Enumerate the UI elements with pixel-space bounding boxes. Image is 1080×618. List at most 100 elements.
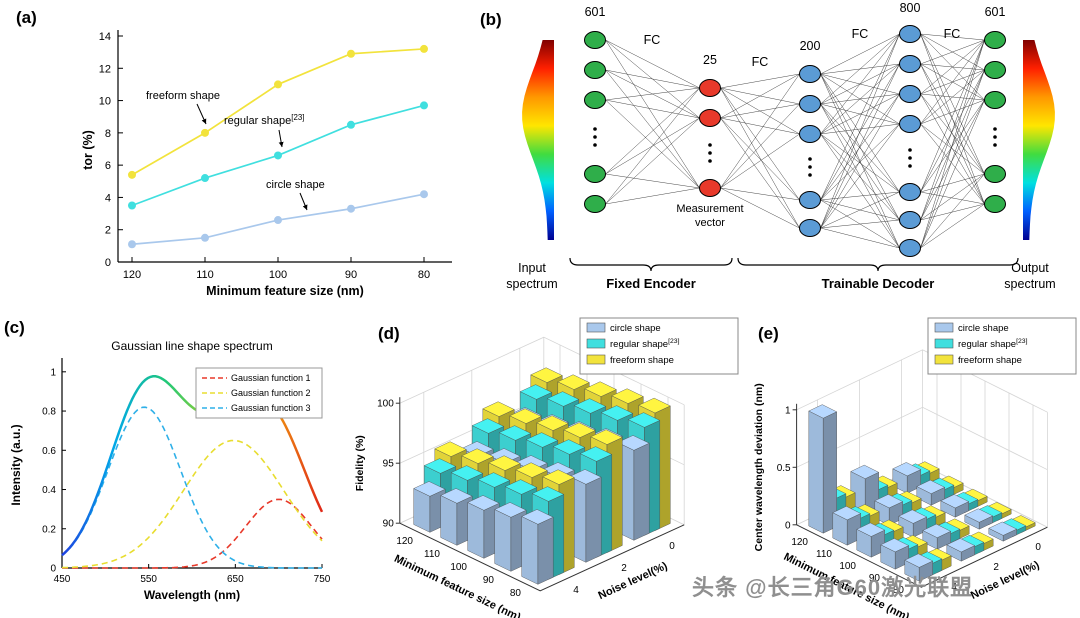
z-tick-label: 0.5 — [777, 463, 791, 474]
data-point — [128, 201, 136, 210]
y-tick-label: 0.6 — [42, 446, 56, 457]
legend-swatch — [934, 354, 954, 365]
panel-d-label: (d) — [378, 324, 400, 343]
measurement-label: Measurement — [676, 203, 743, 215]
bar-face — [940, 494, 970, 509]
bar-face — [627, 412, 661, 428]
legend-label: circle shape — [610, 323, 661, 334]
bar-face — [579, 446, 613, 462]
z-axis-title: Center wavelength deviation (nm) — [753, 383, 765, 551]
annotation-arrow — [196, 103, 207, 125]
bar-face — [467, 502, 485, 559]
data-point — [420, 190, 428, 199]
bar-face — [988, 521, 1018, 536]
legend-label: Gaussian function 3 — [231, 403, 311, 413]
neuron-node — [584, 91, 606, 109]
x-tick-label: 650 — [227, 574, 244, 585]
noise-axis-title: Noise level(%) — [597, 560, 670, 602]
x-tick-label: 100 — [269, 269, 287, 281]
bar-face — [808, 404, 838, 419]
noise-tick-label: 4 — [573, 585, 579, 596]
neuron-node — [799, 95, 821, 113]
bar-face — [856, 522, 886, 537]
legend-swatch — [586, 338, 606, 349]
ellipsis-dot — [708, 159, 712, 163]
bar-face — [584, 381, 617, 397]
legend-swatch — [586, 354, 606, 365]
bar-face — [525, 432, 559, 448]
layer-size-label: 25 — [703, 53, 717, 67]
bar-face — [471, 418, 505, 434]
feature-tick-label: 90 — [869, 573, 881, 584]
output-spectrum-label: Output — [1011, 261, 1049, 275]
legend-swatch — [934, 338, 954, 349]
measurement-label: vector — [695, 217, 725, 229]
data-point — [420, 44, 428, 53]
bar-face — [850, 464, 880, 479]
y-tick-label: 0.2 — [42, 524, 56, 535]
z-tick-label: 95 — [383, 459, 395, 470]
data-point — [201, 233, 209, 242]
y-tick-label: 14 — [99, 31, 111, 43]
neuron-node — [899, 183, 921, 201]
annotation-text: freeform shape — [146, 90, 220, 102]
bar-face — [569, 469, 602, 485]
annotation-text: circle shape — [266, 179, 325, 191]
spectrum-chart: 0 0.2 0.4 0.6 0.8 1 450 550 650 750 Gaussian line … — [9, 339, 331, 602]
bar-face — [440, 495, 458, 546]
x-axis-title: Minimum feature size (nm) — [206, 284, 364, 298]
bar-face — [413, 481, 446, 497]
neuron-node — [984, 165, 1006, 183]
panel-a-label: (a) — [16, 8, 37, 27]
noise-axis-title: Noise level(%) — [969, 559, 1042, 602]
legend-label: freeform shape — [610, 355, 674, 366]
neuron-node — [584, 61, 606, 79]
feature-tick-label: 120 — [791, 537, 808, 548]
bar-face — [488, 455, 521, 471]
neuron-node — [799, 219, 821, 237]
y-tick-label: 10 — [99, 96, 111, 108]
legend-label: Gaussian function 2 — [231, 388, 311, 398]
ellipsis-dot — [808, 173, 812, 177]
feature-tick-label: 110 — [424, 549, 440, 560]
feature-tick-label: 100 — [839, 561, 856, 572]
ellipsis-dot — [593, 127, 597, 131]
neuron-node — [899, 55, 921, 73]
bar-face — [482, 401, 515, 417]
noise-tick-label: 2 — [993, 562, 999, 573]
noise-tick-label: 4 — [951, 582, 957, 593]
x-tick-label: 80 — [418, 269, 430, 281]
bar-face — [467, 495, 500, 511]
y-axis-title: Intensity (a.u.) — [9, 424, 23, 505]
input-spectrum-colorbar — [522, 40, 554, 240]
legend-swatch — [934, 322, 954, 333]
feature-tick-label: 100 — [450, 562, 467, 573]
x-tick-label: 450 — [54, 574, 71, 585]
connections — [605, 33, 985, 249]
legend-swatch — [586, 322, 606, 333]
panel-b-label: (b) — [480, 10, 502, 29]
bar-face — [477, 472, 511, 488]
bar-face — [536, 415, 569, 431]
legend-label: freeform shape — [958, 355, 1022, 366]
y-tick-label: 6 — [105, 160, 111, 172]
annotation-arrow — [278, 129, 284, 148]
data-point — [201, 174, 209, 183]
panel-a-line-chart: 0 2 4 6 8 10 12 14 120 110 100 90 80 Minimum feature … — [0, 0, 470, 310]
output-spectrum-colorbar — [1023, 40, 1055, 240]
bar-face — [964, 508, 994, 523]
neuron-node — [699, 179, 721, 197]
y-tick-label: 2 — [105, 225, 111, 237]
bar-face — [874, 494, 904, 509]
data-point — [274, 151, 282, 160]
neuron-node — [984, 31, 1006, 49]
neuron-node — [984, 91, 1006, 109]
panel-d-bar3d-chart: 90 95 100 120 110 100 90 80 4 2 0 Minimum feature s… — [345, 310, 748, 618]
bar-face — [546, 391, 580, 407]
data-point — [128, 170, 136, 179]
bar-face — [450, 465, 484, 481]
ellipsis-dot — [908, 164, 912, 168]
bar-face — [633, 442, 650, 541]
noise-tick-label: 2 — [621, 563, 627, 574]
